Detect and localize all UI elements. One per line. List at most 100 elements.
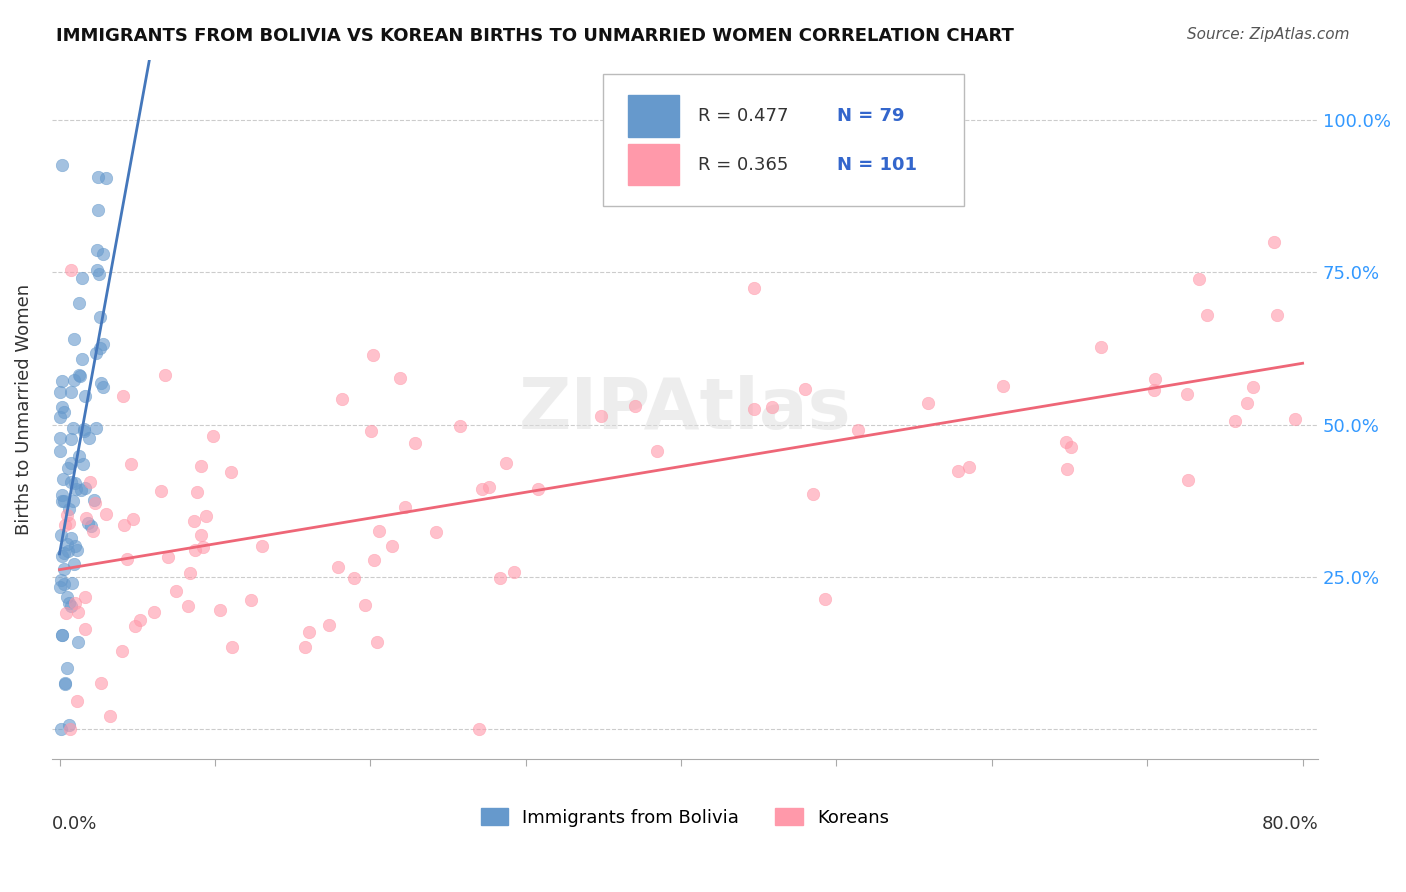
Point <box>165 584 187 599</box>
Point <box>55 606 77 620</box>
Point <box>121 512 143 526</box>
Point <box>63 557 86 571</box>
Point <box>191 540 214 554</box>
Point <box>76 516 98 531</box>
Point <box>72 457 94 471</box>
Point <box>86 243 108 257</box>
Point <box>1056 461 1078 475</box>
Point <box>70 351 93 366</box>
Point <box>52 405 75 419</box>
Point <box>59 531 82 545</box>
Point <box>343 571 366 585</box>
Point <box>49 431 72 445</box>
Point <box>90 376 112 391</box>
Point <box>62 494 84 508</box>
Point <box>111 644 134 658</box>
Point <box>67 635 90 649</box>
Point <box>814 592 837 607</box>
Point <box>591 409 613 423</box>
Point <box>219 465 242 479</box>
Point <box>63 332 86 346</box>
Point <box>56 508 79 523</box>
Point <box>65 482 87 496</box>
Point <box>51 627 73 641</box>
Point <box>51 374 73 388</box>
Point <box>89 342 111 356</box>
Point <box>65 596 87 610</box>
Bar <box>628 144 679 186</box>
Point <box>354 598 377 612</box>
Point <box>53 561 76 575</box>
Point <box>294 640 316 655</box>
Bar <box>628 95 679 136</box>
Point <box>67 296 90 310</box>
Point <box>183 515 205 529</box>
Point <box>449 419 471 434</box>
Point <box>149 483 172 498</box>
Point <box>53 518 76 533</box>
Point <box>89 268 111 282</box>
Point <box>957 459 980 474</box>
Point <box>66 543 89 558</box>
Point <box>801 487 824 501</box>
Point <box>112 517 135 532</box>
Point <box>1177 473 1199 487</box>
Point <box>62 421 84 435</box>
Point <box>993 378 1015 392</box>
Point <box>742 401 765 416</box>
Point <box>58 717 80 731</box>
Point <box>58 596 80 610</box>
Point <box>49 385 72 400</box>
Point <box>368 524 391 538</box>
Point <box>79 519 101 533</box>
Point <box>184 542 207 557</box>
Point <box>83 496 105 510</box>
Point <box>51 549 73 564</box>
Point <box>63 475 86 490</box>
Point <box>195 509 218 524</box>
Point <box>846 423 869 437</box>
Point <box>59 475 82 489</box>
Point <box>73 389 96 403</box>
Point <box>67 449 90 463</box>
Point <box>467 722 489 736</box>
Point <box>87 170 110 185</box>
Point <box>91 247 114 261</box>
Point <box>60 456 83 470</box>
Point <box>82 524 104 538</box>
Point <box>1054 435 1077 450</box>
Point <box>90 676 112 690</box>
Point <box>59 599 82 613</box>
Point <box>488 571 510 585</box>
Text: ZIPAtlas: ZIPAtlas <box>519 375 851 444</box>
Point <box>51 400 73 414</box>
Point <box>794 382 817 396</box>
Point <box>478 480 501 494</box>
Point <box>221 640 243 654</box>
Point <box>326 560 349 574</box>
Text: IMMIGRANTS FROM BOLIVIA VS KOREAN BIRTHS TO UNMARRIED WOMEN CORRELATION CHART: IMMIGRANTS FROM BOLIVIA VS KOREAN BIRTHS… <box>56 27 1014 45</box>
Point <box>51 528 73 542</box>
Point <box>1263 235 1285 249</box>
Point <box>73 422 96 436</box>
Point <box>318 618 340 632</box>
Point <box>120 457 142 471</box>
Text: R = 0.477: R = 0.477 <box>697 106 789 125</box>
Point <box>59 432 82 446</box>
Point <box>1284 411 1306 425</box>
Point <box>381 539 404 553</box>
Point <box>55 661 77 675</box>
Point <box>49 444 72 458</box>
Point <box>1197 308 1219 322</box>
Point <box>49 581 72 595</box>
Point <box>53 493 76 508</box>
Point <box>330 392 353 406</box>
Text: Source: ZipAtlas.com: Source: ZipAtlas.com <box>1187 27 1350 42</box>
Point <box>58 543 80 558</box>
Point <box>124 619 146 633</box>
Point <box>70 271 93 285</box>
Point <box>89 310 111 325</box>
Point <box>201 429 224 443</box>
Point <box>1144 371 1167 385</box>
FancyBboxPatch shape <box>603 73 963 206</box>
